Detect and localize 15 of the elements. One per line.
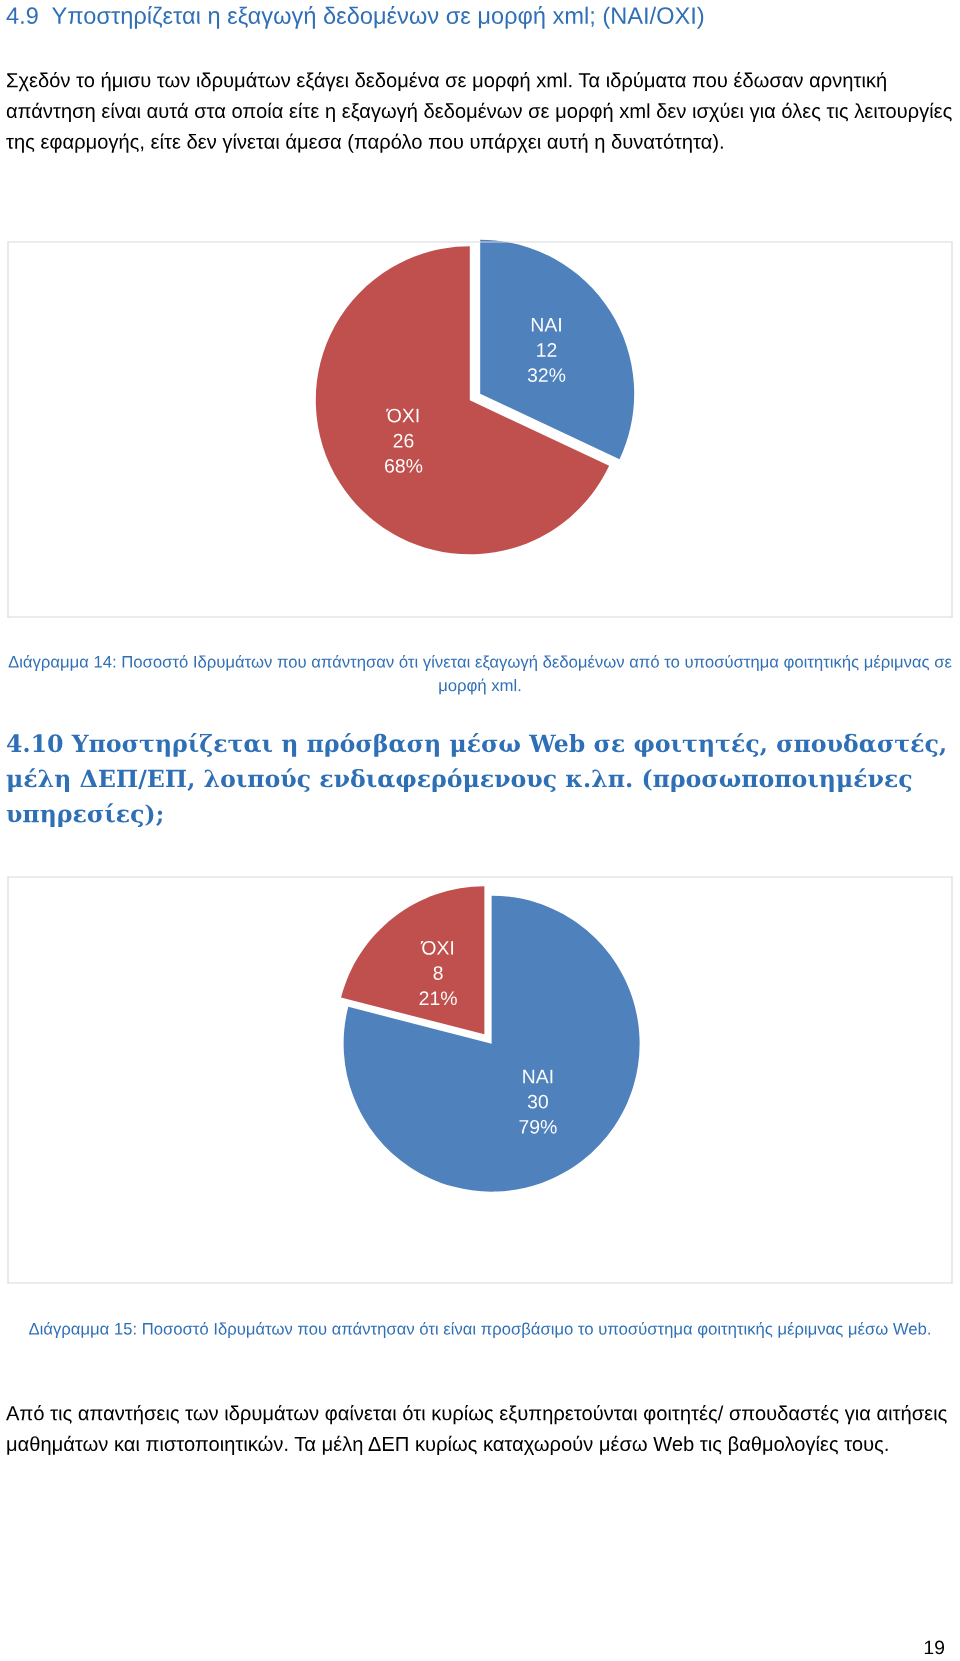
- chart-subtitle: Σχεδόν το ήμισυ των ιδρυμάτων εξάγει δεδομένα σε μορφή xml. Τα ιδρύματα που έδωσαν αρνητική απάντηση είναι αυτά στα οποία είτε η εξαγωγή δεδομένων σε μορφή xml δεν ισχύει για όλες τις λειτουργίες της εφαρμογής, είτε δεν γίνεται άμεσα (παρόλο που υπάρχει αυτή η δυνατότητα).: [6, 72, 952, 153]
- slice-label: ΌΧΙ: [386, 408, 419, 423]
- text: Διάγραμμα 14: Ποσοστό Ιδρυμάτων που απάντησαν ότι γίνεται εξαγωγή δεδομένων από το υποσύστημα φοιτητικής μέριμνας σε μορφή xml.: [8, 655, 952, 695]
- chart-title: 4.10 Υποστηρίζεται η πρόσβαση μέσω Web σε φοιτητές, σπουδαστές, μέλη ΔΕΠ/ΕΠ, λοιπούς ενδιαφερόμενους κ.λπ. (προσωποποιημένες υπηρεσίες);: [6, 733, 945, 828]
- text: Διάγραμμα 15: Ποσοστό Ιδρυμάτων που απάντησαν ότι είναι προσβάσιμο το υποσύστημα φοιτητικής μέριμνας μέσω Web.: [29, 1322, 930, 1339]
- chart-title: 4.9 Υποστηρίζεται η εξαγωγή δεδομένων σε μορφή xml; (ΝΑΙ/ΟΧΙ): [6, 6, 704, 29]
- text: Από τις απαντήσεις των ιδρυμάτων φαίνεται ότι κυρίως εξυπηρετούνται φοιτητές/ σπουδαστές για αιτήσεις μαθημάτων και πιστοποιητικών. Τα μέλη ΔΕΠ κυρίως καταχωρούν μέσω Web τις βαθμολογίες τους.: [6, 1405, 947, 1456]
- text: 19: [924, 1640, 945, 1655]
- slice-label: ΝΑΙ: [531, 318, 561, 332]
- data-label: 12 32%: [527, 343, 566, 383]
- data-label: 8 21%: [419, 966, 457, 1005]
- data-label: 30 79%: [519, 1094, 557, 1134]
- slice-label: ΝΑΙ: [523, 1069, 553, 1084]
- slice-label: ΌΧΙ: [420, 940, 454, 955]
- data-label: 26 68%: [385, 433, 423, 473]
